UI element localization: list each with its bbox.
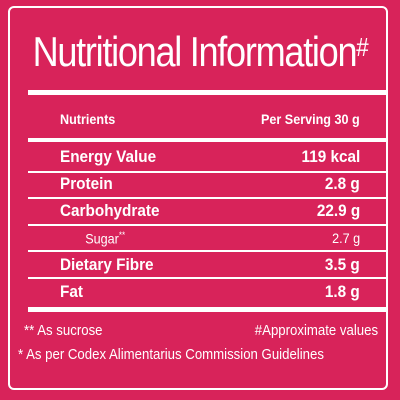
row-divider bbox=[28, 171, 386, 173]
nutrient-name: Protein bbox=[60, 174, 113, 193]
title-rule bbox=[28, 90, 386, 95]
nutrient-row-protein: Protein 2.8 g bbox=[60, 173, 360, 195]
nutrient-value: 1.8 g bbox=[325, 282, 360, 301]
row-divider bbox=[28, 224, 386, 226]
nutrient-name: Fat bbox=[60, 282, 83, 301]
row-divider bbox=[28, 250, 386, 252]
footnote-sucrose: ** As sucrose bbox=[24, 322, 103, 339]
nutrient-name: Sugar** bbox=[60, 230, 125, 247]
title-text: Nutritional Information bbox=[32, 28, 358, 75]
bottom-rule bbox=[28, 307, 386, 312]
label-frame bbox=[8, 6, 388, 390]
nutrient-value: 3.5 g bbox=[325, 255, 360, 274]
nutrient-value: 2.7 g bbox=[331, 230, 360, 246]
row-divider bbox=[28, 197, 386, 199]
header-rule bbox=[28, 138, 386, 142]
nutrient-row-fat: Fat 1.8 g bbox=[60, 281, 360, 303]
nutrient-name: Energy Value bbox=[60, 147, 157, 166]
title-mark: # bbox=[356, 32, 368, 62]
footnote-approximate: #Approximate values bbox=[254, 322, 378, 339]
nutrient-row-sugar: Sugar** 2.7 g bbox=[60, 227, 360, 249]
sugar-label: Sugar bbox=[85, 230, 119, 247]
nutrient-value: 119 kcal bbox=[301, 147, 360, 166]
row-divider bbox=[28, 277, 386, 279]
nutrient-row-carbohydrate: Carbohydrate 22.9 g bbox=[60, 200, 360, 222]
nutrient-row-fibre: Dietary Fibre 3.5 g bbox=[60, 254, 360, 276]
nutrient-row-energy: Energy Value 119 kcal bbox=[60, 146, 360, 168]
header-row: Nutrients Per Serving 30 g bbox=[60, 108, 360, 130]
nutrient-name: Dietary Fibre bbox=[60, 255, 154, 274]
nutrition-title: Nutritional Information# bbox=[28, 28, 372, 76]
header-per-serving: Per Serving 30 g bbox=[261, 111, 360, 127]
nutrient-value: 22.9 g bbox=[316, 201, 360, 220]
nutrient-value: 2.8 g bbox=[325, 174, 360, 193]
header-nutrients: Nutrients bbox=[60, 111, 116, 127]
sugar-mark: ** bbox=[118, 229, 126, 240]
footnote-codex: * As per Codex Alimentarius Commission G… bbox=[18, 346, 324, 363]
nutrient-name: Carbohydrate bbox=[60, 201, 160, 220]
